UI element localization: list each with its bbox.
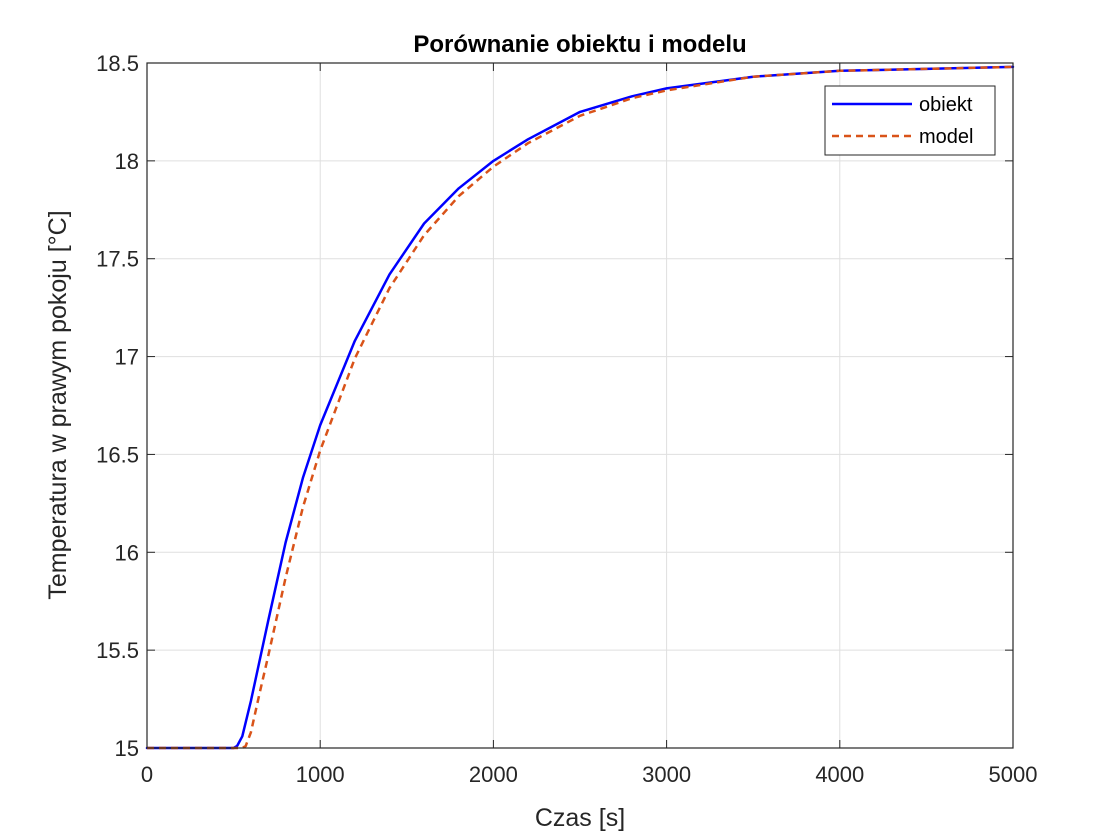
tick-labels: 0 1000 2000 3000 4000 5000 15 15.5 16 16.5 17 17.5 1… — [96, 51, 1037, 787]
legend-label-model: model — [919, 126, 973, 148]
y-tick-label: 17 — [115, 345, 139, 370]
x-tick-label: 1000 — [296, 762, 345, 787]
y-axis-label: Temperatura w prawym pokoju [°C] — [44, 210, 72, 599]
legend-label-obiekt: obiekt — [919, 94, 973, 116]
axes-background — [147, 63, 1013, 748]
ticks — [146, 62, 1014, 749]
y-tick-label: 18 — [115, 149, 139, 174]
y-tick-label: 15.5 — [96, 638, 139, 663]
y-tick-label: 16 — [115, 540, 139, 565]
y-tick-label: 16.5 — [96, 442, 139, 467]
x-tick-label: 5000 — [989, 762, 1038, 787]
y-tick-label: 17.5 — [96, 247, 139, 272]
x-tick-label: 4000 — [815, 762, 864, 787]
x-tick-label: 3000 — [642, 762, 691, 787]
y-tick-label: 18.5 — [96, 51, 139, 76]
series-layer — [145, 65, 1015, 750]
x-tick-label: 2000 — [469, 762, 518, 787]
legend: obiekt model — [824, 85, 996, 156]
series-line-model — [147, 65, 1014, 750]
axes-box — [146, 62, 1014, 749]
legend-box — [824, 85, 996, 156]
x-axis-label: Czas [s] — [535, 804, 625, 832]
chart-title: Porównanie obiektu i modelu — [413, 31, 746, 58]
x-tick-label: 0 — [141, 762, 153, 787]
y-tick-label: 15 — [115, 736, 139, 761]
